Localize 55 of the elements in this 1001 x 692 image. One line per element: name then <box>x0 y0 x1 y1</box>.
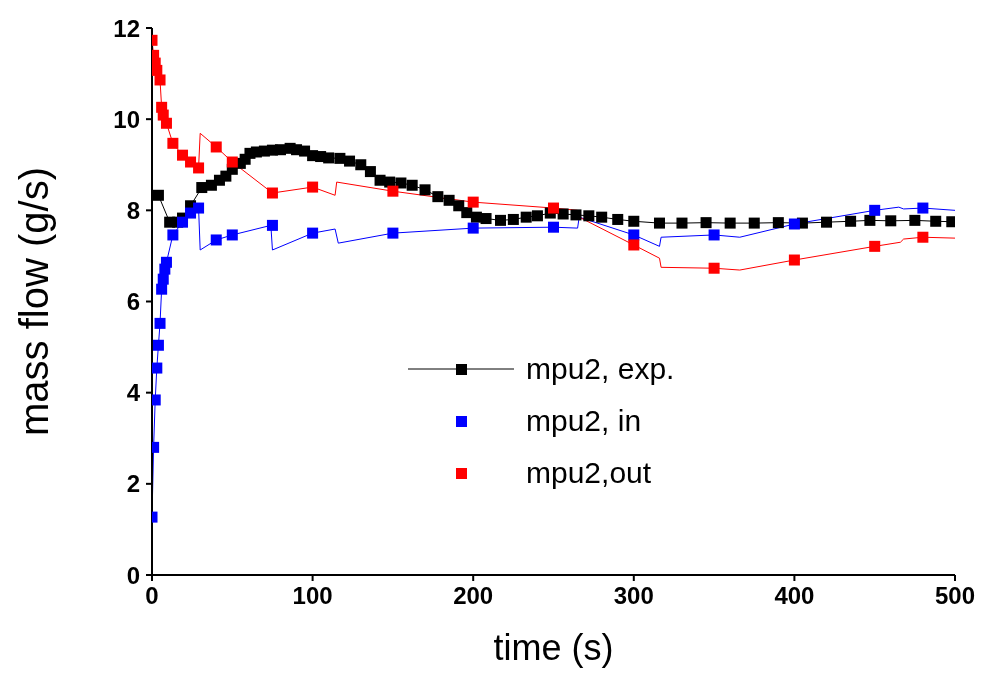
point <box>154 317 166 329</box>
point <box>708 229 720 241</box>
point <box>628 229 640 241</box>
point <box>210 141 222 153</box>
point <box>226 156 238 168</box>
point <box>193 202 205 214</box>
point <box>266 219 278 231</box>
point <box>226 229 238 241</box>
point <box>788 254 800 266</box>
x-tick-label: 200 <box>453 582 494 610</box>
point <box>160 117 172 129</box>
x-tick-label: 100 <box>292 582 333 610</box>
y-tick-label: 0 <box>126 561 140 589</box>
point <box>387 185 399 197</box>
point <box>548 221 559 233</box>
point <box>210 234 222 246</box>
legend-label: mpu2, exp. <box>526 352 675 386</box>
y-axis-title: mass flow (g/s) <box>12 167 57 436</box>
point <box>917 202 929 214</box>
y-tick-label: 2 <box>126 470 140 498</box>
point <box>869 204 881 216</box>
y-tick-label: 6 <box>126 288 140 316</box>
point <box>307 181 319 193</box>
y-tick-label: 4 <box>126 379 141 407</box>
point <box>266 187 278 199</box>
point <box>193 162 205 174</box>
y-tick-label: 10 <box>113 105 140 133</box>
x-axis-title: time (s) <box>493 627 614 668</box>
point <box>467 222 479 234</box>
point <box>307 227 319 239</box>
point <box>152 362 163 374</box>
point <box>152 339 164 351</box>
point <box>548 202 559 214</box>
point <box>156 283 168 295</box>
x-tick-label: 400 <box>774 582 815 610</box>
legend-label: mpu2,out <box>526 456 652 490</box>
point <box>708 262 720 274</box>
x-tick-label: 300 <box>613 582 654 610</box>
y-tick-label: 12 <box>113 14 140 42</box>
point <box>917 231 929 243</box>
x-tick-label: 0 <box>145 582 159 610</box>
point <box>788 218 800 230</box>
point <box>154 74 166 86</box>
point <box>869 240 881 252</box>
point <box>177 216 189 228</box>
legend-label: mpu2, in <box>526 404 642 438</box>
point <box>628 239 640 251</box>
point <box>167 137 179 149</box>
point <box>467 196 479 208</box>
x-tick-label: 500 <box>934 582 976 610</box>
point <box>160 256 172 268</box>
point <box>167 229 179 241</box>
y-tick-label: 8 <box>126 196 140 224</box>
point <box>177 149 189 161</box>
point <box>387 227 399 239</box>
